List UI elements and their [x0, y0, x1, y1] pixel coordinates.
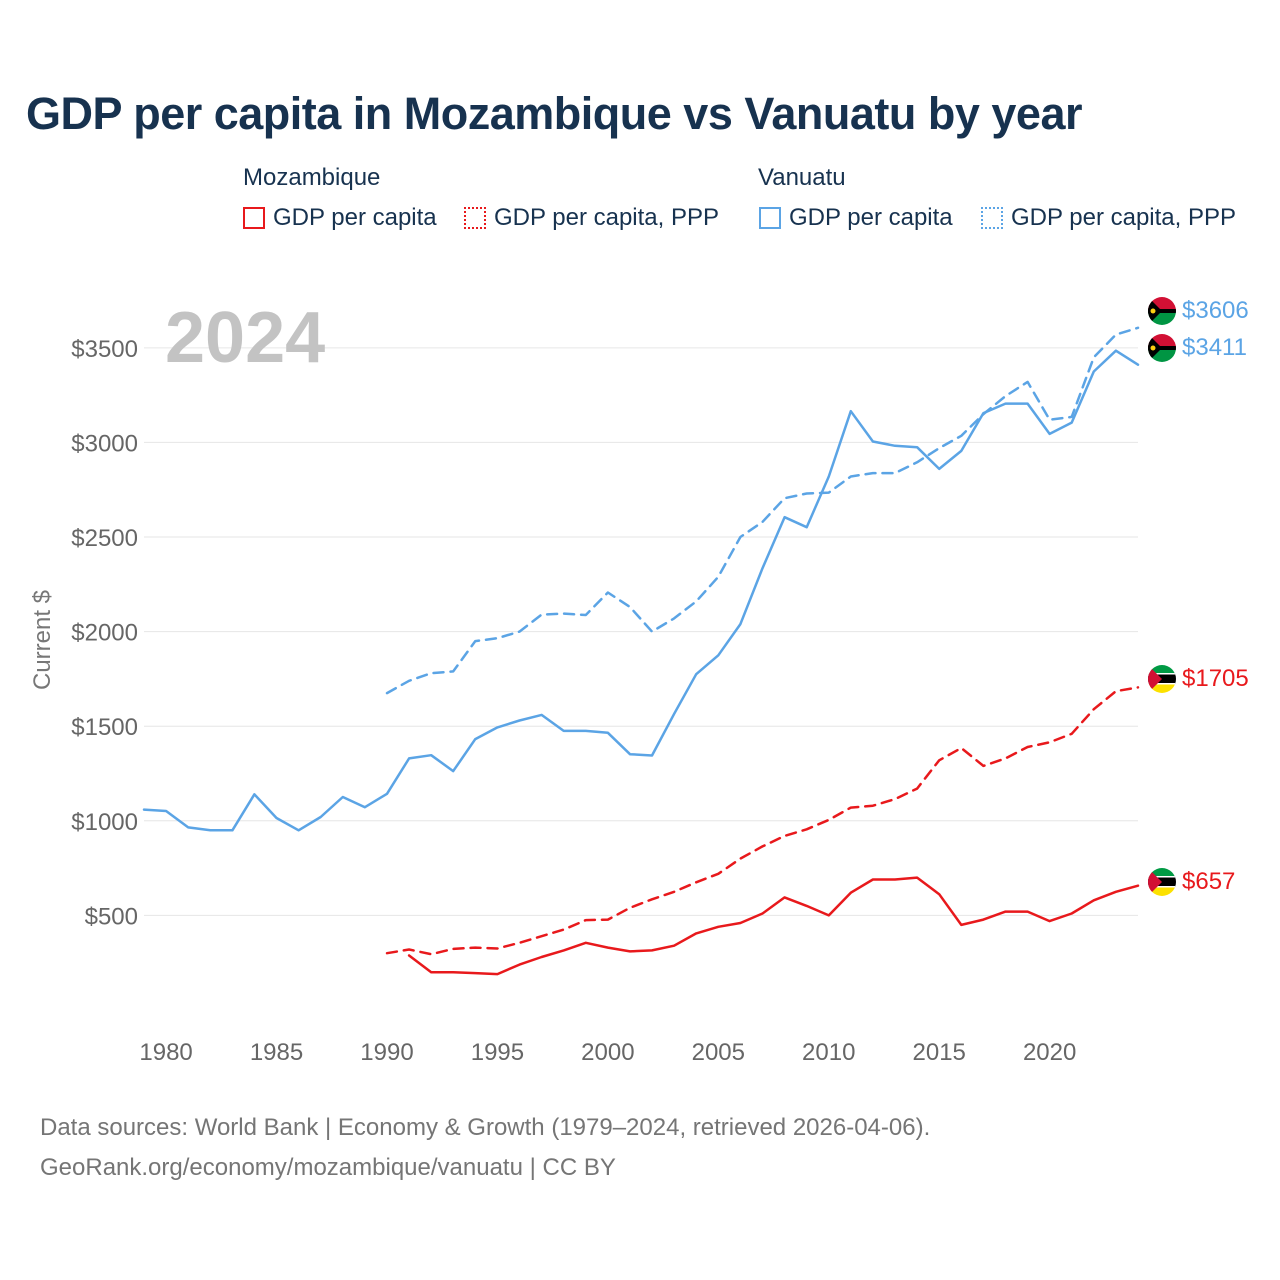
legend-group-vanuatu: Vanuatu [758, 164, 846, 191]
legend-label: GDP per capita, PPP [494, 204, 719, 231]
legend-item-vanuatu-ppp[interactable]: GDP per capita, PPP [981, 204, 1236, 232]
line-chart: 2024 $500$1000$1500$2000$2500$3000$3500 … [29, 297, 1249, 1066]
legend-item-mozambique-ppp[interactable]: GDP per capita, PPP [464, 204, 719, 232]
x-tick-label: 1990 [360, 1039, 413, 1066]
vanuatu-gdp-line[interactable] [142, 349, 1140, 832]
x-tick-label: 2000 [581, 1039, 634, 1066]
chart-title: GDP per capita in Mozambique vs Vanuatu … [26, 88, 1083, 139]
legend-swatch-dotted [981, 207, 1003, 229]
legend-swatch-solid [243, 207, 265, 229]
y-tick-label: $500 [85, 903, 138, 930]
sources-line-1: Data sources: World Bank | Economy & Gro… [40, 1114, 931, 1141]
end-label-vanuatu-ppp: $3606 [1182, 297, 1249, 324]
legend-swatch-dotted [464, 207, 486, 229]
x-tick-label: 1980 [139, 1039, 192, 1066]
y-tick-label: $1500 [71, 714, 138, 741]
y-tick-label: $2500 [71, 525, 138, 552]
vanuatu-flag-icon [1148, 297, 1176, 325]
legend-swatch-solid [759, 207, 781, 229]
legend-label: GDP per capita, PPP [1011, 204, 1236, 231]
y-tick-label: $2000 [71, 620, 138, 647]
end-label-mozambique-ppp: $1705 [1182, 665, 1249, 692]
legend-label: GDP per capita [273, 204, 437, 231]
y-tick-label: $1000 [71, 809, 138, 836]
y-axis-label: Current $ [29, 590, 56, 690]
mozambique-flag-icon [1148, 665, 1176, 693]
data-sources: Data sources: World Bank | Economy & Gro… [40, 1108, 930, 1188]
end-label-vanuatu-gdp: $3411 [1182, 334, 1247, 361]
end-label-mozambique-gdp: $657 [1182, 868, 1235, 895]
vanuatu-gdp-ppp-line[interactable] [385, 326, 1140, 695]
y-tick-label: $3500 [71, 336, 138, 363]
x-tick-label: 2020 [1023, 1039, 1076, 1066]
sources-line-2[interactable]: GeoRank.org/economy/mozambique/vanuatu |… [40, 1154, 616, 1181]
legend-group-mozambique: Mozambique [243, 164, 381, 191]
x-tick-label: 1985 [250, 1039, 303, 1066]
x-tick-label: 2015 [913, 1039, 966, 1066]
legend-item-mozambique-gdp[interactable]: GDP per capita [243, 204, 437, 232]
mozambique-gdp-line[interactable] [407, 876, 1140, 976]
legend-label: GDP per capita [789, 204, 953, 231]
year-watermark: 2024 [165, 298, 325, 378]
mozambique-gdp-ppp-line[interactable] [385, 686, 1140, 956]
vanuatu-flag-icon [1148, 334, 1176, 362]
mozambique-flag-icon [1148, 868, 1176, 896]
legend-item-vanuatu-gdp[interactable]: GDP per capita [759, 204, 953, 232]
x-tick-label: 1995 [471, 1039, 524, 1066]
x-tick-label: 2005 [692, 1039, 745, 1066]
x-tick-label: 2010 [802, 1039, 855, 1066]
y-tick-label: $3000 [71, 430, 138, 457]
